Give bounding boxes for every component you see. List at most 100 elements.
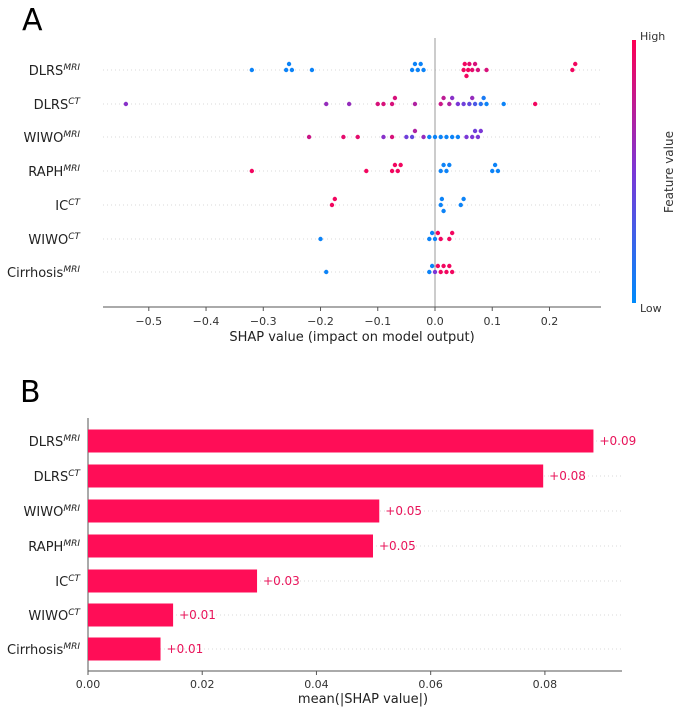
beeswarm-point: [492, 162, 498, 168]
beeswarm-point: [441, 208, 446, 214]
beeswarm-point: [484, 101, 489, 107]
beeswarm-point: [412, 101, 418, 107]
bar-value-label: +0.03: [263, 574, 300, 588]
beeswarm-point: [461, 101, 466, 107]
beeswarm-point: [470, 67, 475, 73]
beeswarm-point: [435, 263, 441, 269]
beeswarm-feature-label: WIWOMRI: [24, 130, 81, 146]
beeswarm-x-tick-label: −0.2: [307, 315, 334, 328]
beeswarm-point: [462, 61, 467, 67]
beeswarm-point: [381, 134, 386, 140]
panel-b-label: B: [20, 375, 41, 410]
beeswarm-feature-label-superscript: MRI: [63, 265, 80, 275]
bar-category-label-superscript: MRI: [63, 539, 80, 549]
bar-category-label-base: WIWO: [24, 505, 64, 520]
beeswarm-point: [444, 168, 449, 174]
beeswarm-feature-label: CirrhosisMRI: [7, 265, 80, 281]
beeswarm-point: [490, 168, 495, 174]
beeswarm-point: [427, 269, 432, 275]
beeswarm-point: [467, 61, 472, 67]
beeswarm-point: [438, 202, 443, 208]
beeswarm-point: [427, 134, 432, 140]
bar-value-label: +0.01: [179, 608, 216, 622]
beeswarm-point: [289, 67, 295, 73]
bar-category-label-base: DLRS: [29, 435, 64, 450]
bar-x-tick-label: 0.00: [76, 678, 101, 691]
beeswarm-x-tick-label: −0.4: [193, 315, 220, 328]
beeswarm-x-label: SHAP value (impact on model output): [229, 330, 474, 345]
beeswarm-feature-label-base: IC: [55, 199, 68, 214]
bar-category-label-superscript: MRI: [63, 434, 80, 444]
beeswarm-x-ticks: −0.5 −0.4 −0.3 −0.2 −0.1 0.0 0.1 0.2: [135, 307, 558, 328]
beeswarm-point: [481, 95, 486, 101]
beeswarm-point: [441, 162, 446, 168]
bars: [88, 429, 594, 661]
beeswarm-point: [449, 230, 455, 236]
bar-x-tick-label: 0.06: [418, 678, 443, 691]
beeswarm-point: [573, 61, 578, 67]
beeswarm-point: [441, 263, 446, 269]
bar-category-label-superscript: MRI: [63, 642, 80, 652]
beeswarm-point: [475, 134, 481, 140]
panel-a-label: A: [22, 3, 43, 38]
beeswarm-feature-label-superscript: CT: [68, 97, 81, 107]
beeswarm-feature-label-base: Cirrhosis: [7, 266, 63, 281]
bar: [88, 603, 174, 627]
beeswarm-point: [532, 101, 538, 107]
beeswarm-point: [421, 67, 426, 73]
beeswarm-feature-label-superscript: MRI: [63, 63, 80, 73]
beeswarm-point: [439, 196, 445, 202]
beeswarm-feature-label: DLRSCT: [34, 97, 82, 113]
beeswarm-point: [432, 134, 438, 140]
beeswarm-point: [123, 101, 129, 107]
beeswarm-feature-label-base: WIWO: [28, 233, 68, 248]
bar-category-label-superscript: MRI: [63, 504, 80, 514]
bar-value-label: +0.05: [385, 504, 422, 518]
beeswarm-point: [447, 101, 452, 107]
beeswarm-point: [478, 128, 483, 134]
beeswarm-point: [444, 134, 449, 140]
beeswarm-feature-label: RAPHMRI: [28, 164, 80, 180]
bar-x-tick-label: 0.04: [304, 678, 329, 691]
beeswarm-row-guides: [103, 69, 601, 273]
bar-x-label: mean(|SHAP value|): [298, 692, 428, 707]
beeswarm-point: [283, 67, 289, 73]
beeswarm-point: [429, 263, 435, 269]
beeswarm-point: [429, 230, 435, 236]
beeswarm-point: [415, 67, 421, 73]
beeswarm-x-tick-label: −0.3: [250, 315, 277, 328]
beeswarm-feature-labels: DLRSMRIDLRSCTWIWOMRIRAPHMRIICCTWIWOCTCir…: [7, 63, 81, 281]
beeswarm-point: [318, 236, 323, 242]
beeswarm-point: [412, 61, 418, 67]
beeswarm-feature-label-superscript: MRI: [63, 130, 80, 140]
beeswarm-point: [249, 67, 255, 73]
bar: [88, 534, 373, 558]
bar-category-label-base: RAPH: [28, 540, 63, 555]
bar-category-label: ICCT: [55, 574, 81, 590]
beeswarm-feature-label-superscript: MRI: [63, 164, 80, 174]
beeswarm-point: [346, 101, 352, 107]
beeswarm-point: [392, 162, 398, 168]
beeswarm-point: [464, 73, 469, 79]
beeswarm-point: [309, 67, 315, 73]
beeswarm-point: [421, 134, 426, 140]
bar-category-label-base: IC: [55, 575, 68, 590]
beeswarm-point: [427, 236, 432, 242]
bar-category-label-base: DLRS: [34, 470, 69, 485]
bar-value-label: +0.08: [549, 469, 586, 483]
beeswarm-point: [324, 101, 329, 107]
beeswarm-point: [464, 134, 469, 140]
bar-value-labels: +0.09 +0.08 +0.05 +0.05 +0.03 +0.01 +0.01: [167, 434, 637, 656]
beeswarm-point: [472, 61, 478, 67]
bar: [88, 569, 258, 593]
beeswarm-point: [570, 67, 575, 73]
beeswarm-point: [475, 67, 481, 73]
bar-category-label: CirrhosisMRI: [7, 642, 80, 658]
bar-x-tick-label: 0.02: [190, 678, 215, 691]
bar: [88, 499, 380, 523]
beeswarm-point: [447, 263, 452, 269]
beeswarm-point: [432, 269, 438, 275]
beeswarm-point: [470, 134, 475, 140]
beeswarm-point: [306, 134, 312, 140]
